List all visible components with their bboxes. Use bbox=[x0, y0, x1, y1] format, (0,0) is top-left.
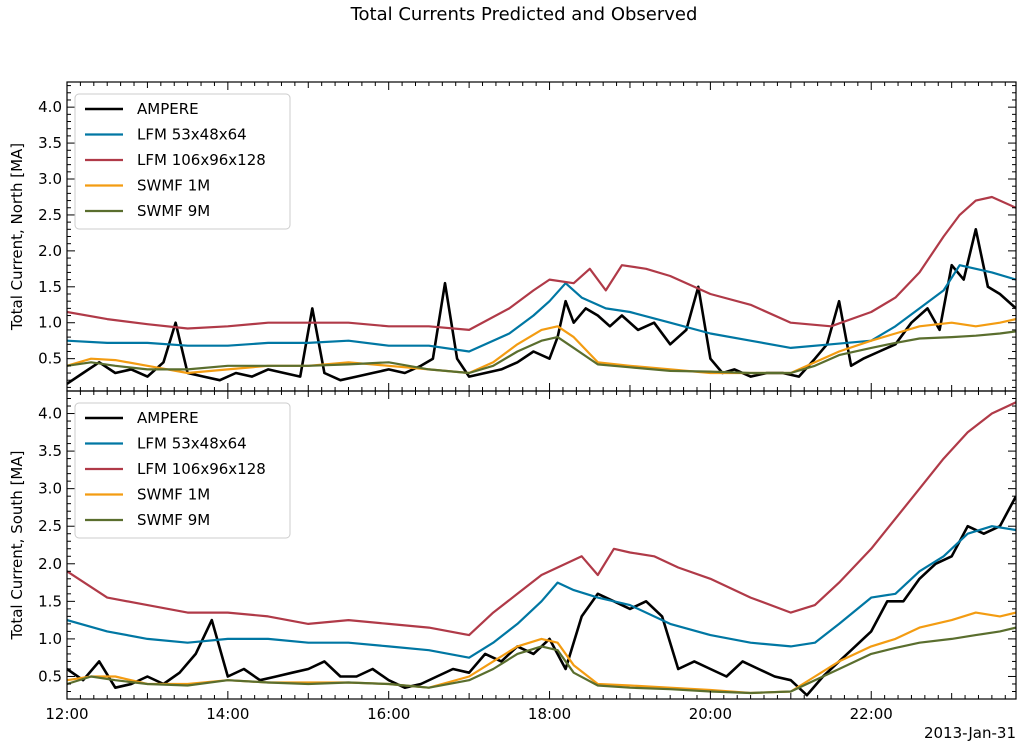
y-tick-label: 0.5 bbox=[38, 667, 62, 685]
legend-label: SWMF 1M bbox=[137, 177, 210, 195]
legend-label: LFM 53x48x64 bbox=[137, 435, 247, 453]
y-tick-label: 1.0 bbox=[38, 314, 62, 332]
legend: AMPERE LFM 53x48x64 LFM 106x96x128 SWMF 1M S… bbox=[74, 402, 291, 539]
y-tick-label: 3.5 bbox=[38, 442, 62, 460]
x-tick-label: 18:00 bbox=[528, 705, 571, 723]
chart-title: Total Currents Predicted and Observed bbox=[350, 4, 698, 25]
y-axis-label: Total Current, North [MA] bbox=[8, 143, 26, 331]
y-tick-label: 2.0 bbox=[38, 555, 62, 573]
x-tick-label: 20:00 bbox=[689, 705, 732, 723]
legend: AMPERE LFM 53x48x64 LFM 106x96x128 SWMF 1M S… bbox=[74, 93, 291, 230]
legend-box bbox=[74, 93, 291, 230]
series-line-lfm-53x48x64 bbox=[67, 264, 1016, 353]
plot-frame bbox=[66, 390, 1017, 700]
x-tick-label: 16:00 bbox=[367, 705, 410, 723]
series-line-lfm-53x48x64 bbox=[67, 525, 1016, 659]
y-tick-label: 1.5 bbox=[38, 278, 62, 296]
series-line-lfm-106x96x128 bbox=[67, 401, 1016, 637]
y-tick-label: 3.0 bbox=[38, 170, 62, 188]
y-tick-label: 0.5 bbox=[38, 350, 62, 368]
legend-box bbox=[74, 402, 291, 539]
legend-label: AMPERE bbox=[137, 100, 199, 118]
legend-label: LFM 106x96x128 bbox=[137, 460, 266, 478]
y-ticks bbox=[67, 390, 1016, 700]
y-tick-label: 1.5 bbox=[38, 592, 62, 610]
y-tick-label: 2.0 bbox=[38, 242, 62, 260]
y-tick-label: 1.0 bbox=[38, 630, 62, 648]
y-tick-label: 2.5 bbox=[38, 206, 62, 224]
x-ticks bbox=[66, 391, 1006, 699]
legend-label: LFM 106x96x128 bbox=[137, 151, 266, 169]
y-tick-label: 3.5 bbox=[38, 134, 62, 152]
series-group bbox=[67, 401, 1016, 697]
panel-1: 0.5 1.0 1.5 2.0 2.5 3.0 3.5 4.0 Total Current, S… bbox=[8, 390, 1017, 700]
panels: 0.5 1.0 1.5 2.0 2.5 3.0 3.5 4.0 Total Current, N… bbox=[8, 81, 1017, 723]
series-line-swmf-9m bbox=[67, 626, 1016, 695]
x-ticks bbox=[66, 82, 1006, 391]
x-tick-label: 14:00 bbox=[206, 705, 249, 723]
series-group bbox=[67, 195, 1016, 385]
y-tick-label: 2.5 bbox=[38, 517, 62, 535]
x-tick-label: 22:00 bbox=[850, 705, 893, 723]
x-tick-label: 12:00 bbox=[45, 705, 88, 723]
legend-label: SWMF 9M bbox=[137, 202, 210, 220]
y-axis-label: Total Current, South [MA] bbox=[8, 451, 26, 641]
legend-label: AMPERE bbox=[137, 409, 199, 427]
series-line-swmf-1m bbox=[67, 318, 1016, 375]
x-tick-labels: 12:00 14:00 16:00 18:00 20:00 22:00 bbox=[45, 705, 892, 723]
date-label: 2013-Jan-31 bbox=[924, 724, 1016, 742]
panel-0: 0.5 1.0 1.5 2.0 2.5 3.0 3.5 4.0 Total Current, N… bbox=[8, 81, 1017, 392]
series-line-lfm-106x96x128 bbox=[67, 195, 1016, 331]
series-line-swmf-9m bbox=[67, 330, 1016, 375]
legend-label: LFM 53x48x64 bbox=[137, 126, 247, 144]
y-tick-label: 4.0 bbox=[38, 405, 62, 423]
y-ticks bbox=[67, 85, 1016, 388]
legend-label: SWMF 1M bbox=[137, 486, 210, 504]
y-tick-label: 3.0 bbox=[38, 480, 62, 498]
legend-label: SWMF 9M bbox=[137, 511, 210, 529]
series-line-ampere bbox=[67, 228, 1016, 385]
y-tick-label: 4.0 bbox=[38, 98, 62, 116]
